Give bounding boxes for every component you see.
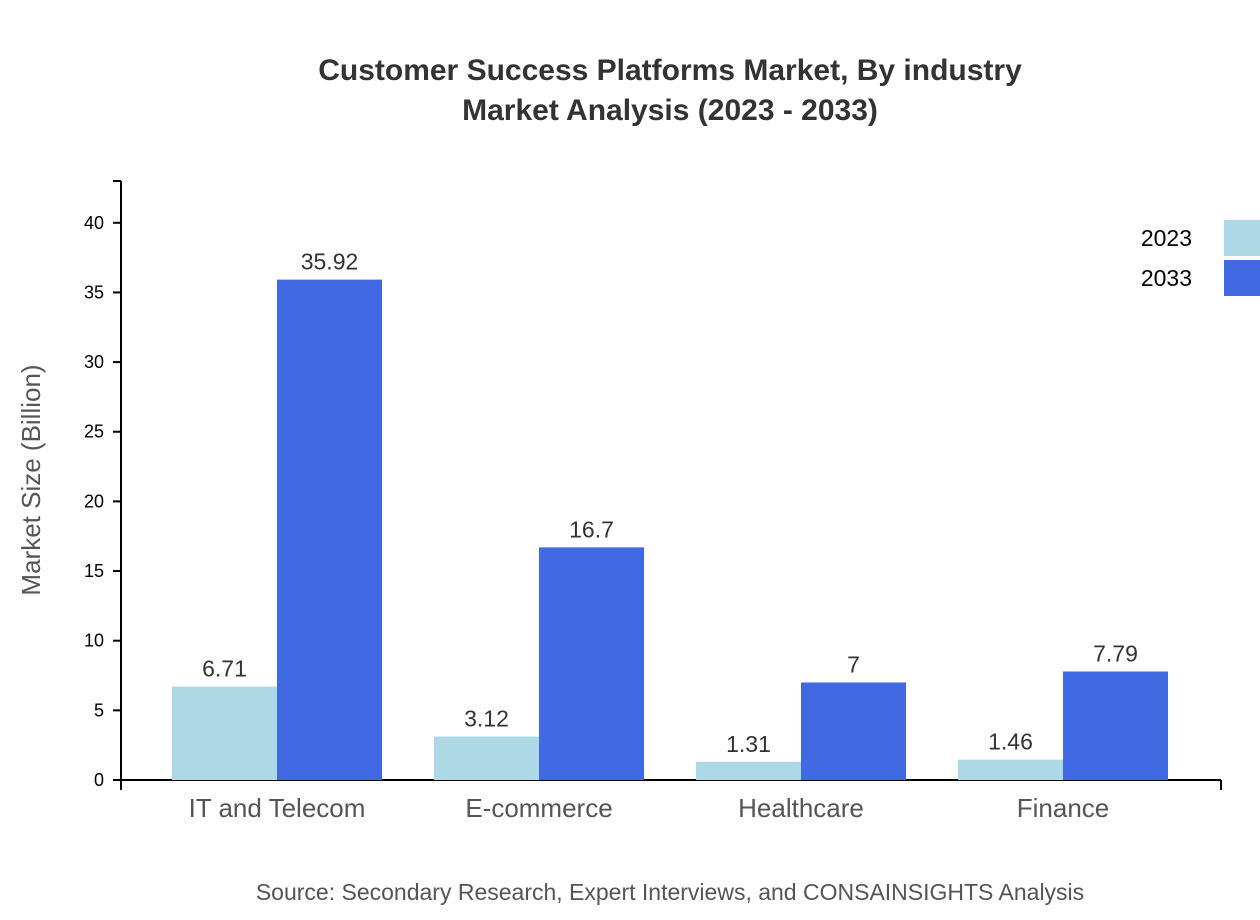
data-label: 1.31: [726, 731, 771, 757]
x-tick-label: IT and Telecom: [189, 793, 366, 823]
data-label: 1.46: [988, 729, 1033, 755]
x-tick-label: Finance: [1017, 793, 1110, 823]
y-tick-label: 35: [84, 282, 104, 302]
y-axis-label: Market Size (Billion): [16, 364, 46, 595]
legend-label: 2023: [1141, 225, 1192, 251]
y-tick-label: 5: [94, 700, 104, 720]
x-axis: IT and Telecom E-commerce Healthcare Financ…: [120, 779, 1222, 823]
legend: 2023 2033: [1141, 220, 1260, 296]
chart-title: Customer Success Platforms Market, By in…: [318, 54, 1022, 87]
data-label: 7.79: [1093, 640, 1138, 666]
bar-2033-it-and-telecom: [277, 279, 382, 780]
y-tick-label: 30: [84, 352, 104, 372]
y-tick-label: 10: [84, 631, 104, 651]
bar-2033-healthcare: [801, 682, 906, 780]
y-tick-label: 15: [84, 561, 104, 581]
y-axis: 0 5 10 15 20 25 30 35 40: [84, 180, 122, 790]
x-tick-label: Healthcare: [738, 793, 864, 823]
data-label: 16.7: [569, 516, 614, 542]
chart-subtitle: Market Analysis (2023 - 2033): [462, 94, 878, 127]
bar-2023-e-commerce: [434, 736, 539, 780]
legend-swatch: [1224, 260, 1260, 296]
y-tick-label: 0: [94, 770, 104, 790]
y-tick-label: 25: [84, 422, 104, 442]
data-label: 3.12: [464, 706, 509, 732]
legend-label: 2033: [1141, 265, 1192, 291]
bars: 6.71 35.92 3.12 16.7 1.31 7 1.46 7.79: [172, 249, 1168, 780]
y-tick-label: 20: [84, 491, 104, 511]
legend-swatch: [1224, 220, 1260, 256]
data-label: 6.71: [202, 656, 247, 682]
bar-2033-finance: [1063, 671, 1168, 780]
bar-2023-healthcare: [696, 761, 801, 780]
data-label: 35.92: [301, 249, 359, 275]
data-label: 7: [847, 651, 860, 677]
source-note: Source: Secondary Research, Expert Inter…: [256, 879, 1084, 905]
y-tick-label: 40: [84, 213, 104, 233]
bar-2023-it-and-telecom: [172, 686, 277, 780]
bar-2023-finance: [958, 759, 1063, 780]
bar-2033-e-commerce: [539, 547, 644, 780]
x-tick-label: E-commerce: [465, 793, 612, 823]
